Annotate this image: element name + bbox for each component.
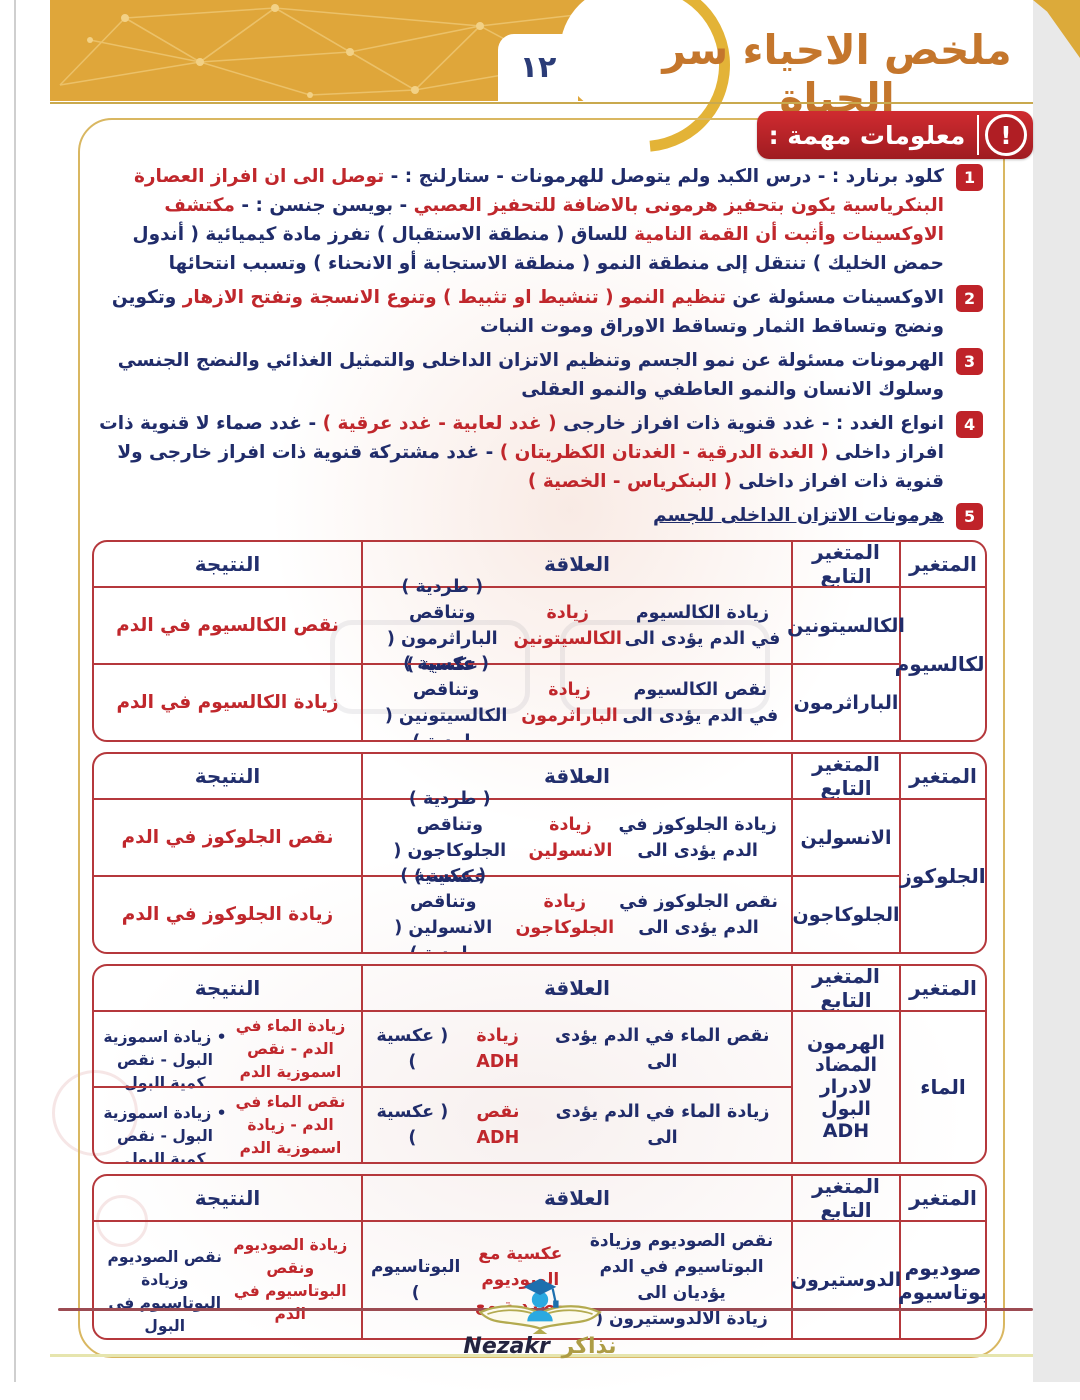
relation-cell: نقص الكالسيوم في الدم يؤدى الى زيادة الب… xyxy=(361,654,791,740)
header-result: النتيجة xyxy=(194,1186,261,1210)
table-glucose: المتغير المتغير التابع العلاقة النتيجة ا… xyxy=(92,752,987,954)
dependent-cell: الهرمون المضاد لادرار البول ADH xyxy=(791,1010,899,1162)
right-gray-margin xyxy=(1033,0,1080,1382)
badge-label: معلومات مهمة : xyxy=(768,120,966,150)
note-text: الاوكسينات مسئولة عن تنظيم النمو ( تنشيط… xyxy=(111,287,944,337)
header-result: النتيجة xyxy=(194,552,261,576)
table-water-adh: المتغير المتغير التابع العلاقة النتيجة ا… xyxy=(92,964,987,1164)
header-dependent: المتغير التابع xyxy=(791,1176,899,1222)
relation-cell: نقص الصوديوم وزيادة البوتاسيوم في الدم ي… xyxy=(361,1220,791,1338)
result-cell: نقص الجلوكوز في الدم xyxy=(94,798,361,875)
variable-cell: الماء xyxy=(899,1010,985,1162)
note-item: 1 كلود برنارد : - درس الكبد ولم يتوصل لل… xyxy=(96,162,983,278)
header-variable: المتغير xyxy=(899,966,985,1010)
note-item: 2 الاوكسينات مسئولة عن تنظيم النمو ( تنش… xyxy=(96,283,983,341)
content-frame: 1 كلود برنارد : - درس الكبد ولم يتوصل لل… xyxy=(78,118,1005,1400)
band-cut-circle xyxy=(560,0,690,116)
dependent-cell: الباراثرمون xyxy=(791,663,899,740)
note-number-badge: 3 xyxy=(956,348,983,375)
brand-name-english: Nezakr xyxy=(463,1334,550,1359)
relation-cell: زيادة الماء في الدم يؤدى الى نقص ADH ( ع… xyxy=(361,1086,791,1162)
page-number: ١٢ xyxy=(519,50,557,85)
badge-divider xyxy=(977,115,979,155)
result-cell: زيادة الصوديوم ونقص البوتاسيوم في الدم ن… xyxy=(94,1220,361,1338)
note-text: هرمونات الاتزان الداخلى للجسم xyxy=(653,505,944,526)
note-item: 5 هرمونات الاتزان الداخلى للجسم xyxy=(96,501,983,530)
header-result: النتيجة xyxy=(194,976,261,1000)
brand-name-arabic: نذاكر xyxy=(561,1334,617,1359)
header-relation: العلاقة xyxy=(361,966,791,1010)
page-number-tab: ١٢ xyxy=(498,34,578,101)
left-page-edge-line xyxy=(14,0,16,1382)
important-info-badge: ! معلومات مهمة : xyxy=(757,111,1033,159)
relation-cell: نقص الجلوكوز في الدم يؤدى الى زيادة الجل… xyxy=(361,866,791,952)
note-item: 3 الهرمونات مسئولة عن نمو الجسم وتنظيم ا… xyxy=(96,346,983,404)
nezakr-logo-icon xyxy=(478,1278,602,1334)
note-text: انواع الغدد : - غدد قنوية ذات افراز خارج… xyxy=(99,413,944,492)
variable-cell: صوديوم بوتاسيوم xyxy=(898,1220,985,1338)
dependent-cell: الدوستيرون xyxy=(791,1220,901,1338)
dependent-cell: الجلوكاجون xyxy=(791,875,900,952)
variable-cell: الكالسيوم xyxy=(895,586,985,740)
note-item: 4 انواع الغدد : - غدد قنوية ذات افراز خا… xyxy=(96,409,983,496)
footer-brand: نذاكر Nezakr xyxy=(430,1276,650,1359)
note-text: الهرمونات مسئولة عن نمو الجسم وتنظيم الا… xyxy=(117,350,944,400)
page-title: ملخص الاحياء سر الحياة xyxy=(662,26,1012,122)
dependent-cell: الكالسيتونين xyxy=(787,586,905,663)
note-number-badge: 5 xyxy=(956,503,983,530)
bottom-yellow-line xyxy=(50,1354,1033,1357)
note-number-badge: 1 xyxy=(956,164,983,191)
note-text: كلود برنارد : - درس الكبد ولم يتوصل للهر… xyxy=(132,166,944,274)
header-variable: المتغير xyxy=(899,1176,985,1220)
note-number-badge: 2 xyxy=(956,285,983,312)
bottom-maroon-line xyxy=(58,1308,1033,1311)
dependent-cell: الانسولين xyxy=(791,798,899,875)
header-underline xyxy=(50,102,1033,104)
header-dependent: المتغير التابع xyxy=(791,966,899,1012)
header-result: النتيجة xyxy=(194,764,261,788)
header-relation: العلاقة xyxy=(361,1176,791,1220)
network-pattern xyxy=(59,4,603,98)
header-dependent: المتغير التابع xyxy=(791,542,899,588)
relation-cell: نقص الماء في الدم يؤدى الى زيادة ADH ( ع… xyxy=(361,1010,791,1086)
table-calcium: المتغير المتغير التابع العلاقة النتيجة ا… xyxy=(92,540,987,742)
alert-icon: ! xyxy=(985,114,1027,156)
header-dependent: المتغير التابع xyxy=(791,754,899,800)
result-cell: زيادة الجلوكوز في الدم xyxy=(94,875,361,952)
result-cell: زيادة الكالسيوم في الدم xyxy=(94,663,361,740)
table-sodium-potassium: المتغير المتغير التابع العلاقة النتيجة ص… xyxy=(92,1174,987,1340)
note-number-badge: 4 xyxy=(956,411,983,438)
variable-cell: الجلوكوز xyxy=(899,798,985,952)
result-cell: نقص الكالسيوم في الدم xyxy=(94,586,361,663)
header-variable: المتغير xyxy=(899,542,985,586)
result-cell: زيادة الماء في الدم - نقص اسموزية الدم •… xyxy=(94,1010,361,1092)
header-variable: المتغير xyxy=(899,754,985,798)
result-cell: نقص الماء في الدم - زيادة اسموزية الدم •… xyxy=(94,1086,361,1162)
